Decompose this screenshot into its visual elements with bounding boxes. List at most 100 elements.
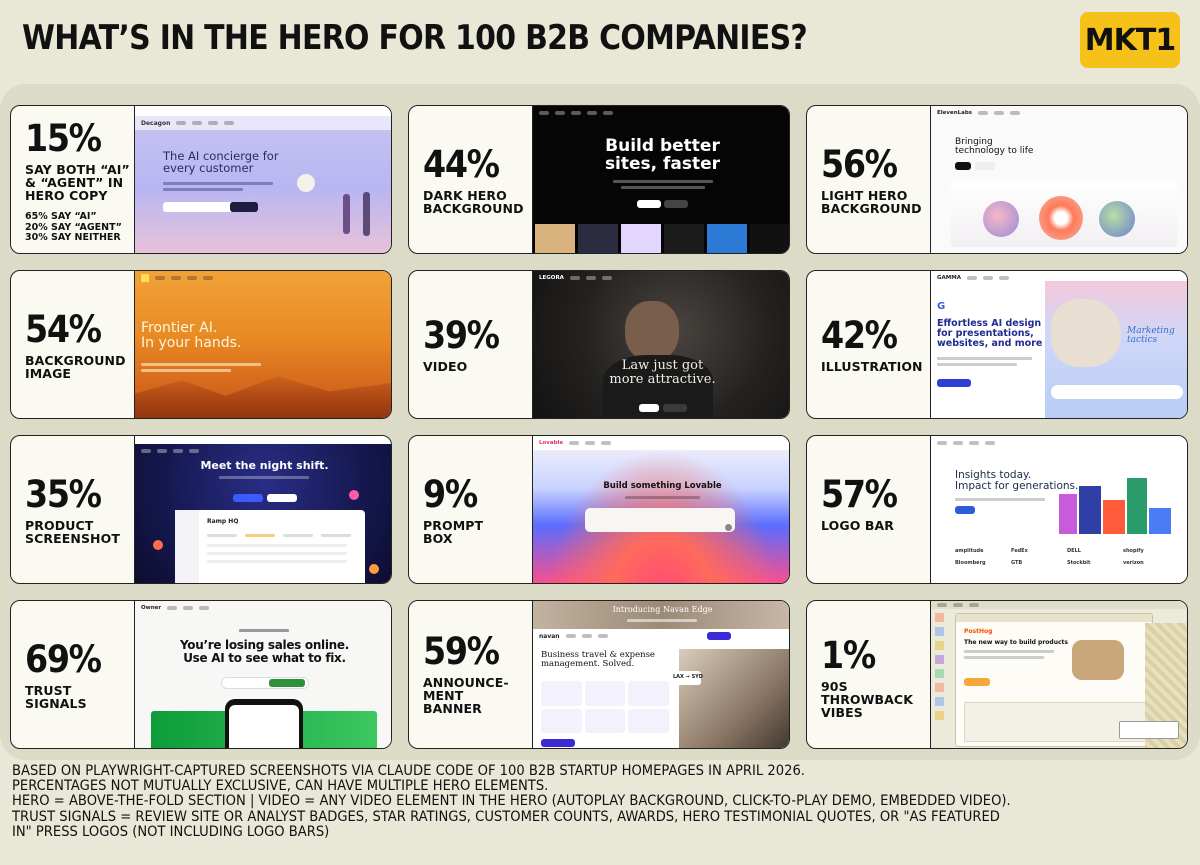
footnote-line: IN" PRESS LOGOS (NOT INCLUDING LOGO BARS… [12, 823, 330, 840]
shot-brand: Lovable [539, 440, 564, 446]
screenshot-navan: Introducing Navan Edge navan Business tr… [532, 601, 789, 748]
person-icon [625, 301, 679, 361]
stat-label: VIDEO [423, 359, 468, 374]
stat-label: DARK HERO BACKGROUND [423, 188, 524, 216]
screenshot-owner: Owner You’re losing sales online. Use AI… [134, 601, 391, 748]
cloud-hand-icon [1051, 299, 1121, 367]
stat-label: LOGO BAR [821, 518, 895, 533]
screenshot-elevenlabs: ElevenLabs Bringing technology to life [930, 106, 1187, 253]
screenshot-framer: Build better sites, faster [532, 106, 789, 253]
send-icon[interactable] [725, 524, 732, 531]
shot-headline: Law just got more attractive. [609, 358, 716, 387]
customer-logo: FedEx [1011, 548, 1028, 554]
card-prompt-box: 9% PROMPT BOX Lovable Build something Lo… [408, 435, 790, 584]
stat-percent: 15% [25, 117, 102, 160]
stat-breakdown: 65% SAY “AI” 20% SAY “AGENT” 30% SAY NEI… [25, 211, 122, 243]
card-product-screenshot: 35% PRODUCT SCREENSHOT Meet the night sh… [10, 435, 392, 584]
shot-headline: The new way to build products [964, 639, 1068, 646]
screenshot-lovable: Lovable Build something Lovable [532, 436, 789, 583]
shot-headline: Bringing technology to life [955, 137, 1034, 157]
card-background-image: 54% BACKGROUND IMAGE Frontier AI. In you… [10, 270, 392, 419]
stat-percent: 9% [423, 473, 478, 516]
customer-logo: verizon [1123, 560, 1144, 566]
shot-headline: Frontier AI. In your hands. [141, 320, 242, 351]
page-title: WHAT’S IN THE HERO FOR 100 B2B COMPANIES… [22, 18, 808, 58]
card-video: 39% VIDEO LEGORA Law just got more attra… [408, 270, 790, 419]
stat-label: BACKGROUND IMAGE [25, 353, 126, 381]
stat-label: ANNOUNCE- MENT BANNER [423, 675, 509, 716]
hero-photo [679, 649, 789, 748]
card-ai-agent: 15% SAY BOTH “AI” & “AGENT” IN HERO COPY… [10, 105, 392, 254]
stat-label: ILLUSTRATION [821, 359, 923, 374]
shot-brand: GAMMA [937, 275, 961, 281]
screenshot-mistral: Frontier AI. In your hands. [134, 271, 391, 418]
avatar-icon [349, 490, 359, 500]
stat-percent: 69% [25, 638, 102, 681]
header: WHAT’S IN THE HERO FOR 100 B2B COMPANIES… [0, 0, 1200, 80]
customer-logo: shopify [1123, 548, 1144, 554]
figure-icon [363, 192, 370, 236]
customer-logo: GTB [1011, 560, 1023, 566]
shot-accent: Ramp HQ [207, 518, 239, 525]
screenshot-legora: LEGORA Law just got more attractive. [532, 271, 789, 418]
stat-percent: 56% [821, 143, 898, 186]
avatar-icon [369, 564, 379, 574]
shot-brand: PostHog [964, 628, 993, 635]
screenshot-ramp: Meet the night shift. Ramp HQ [134, 436, 391, 583]
shot-headline: Effortless AI design for presentations, … [937, 318, 1043, 349]
gamma-logo-icon: G [937, 301, 946, 312]
footnote-line: TRUST SIGNALS = REVIEW SITE OR ANALYST B… [12, 808, 1000, 825]
moon-icon [297, 174, 315, 192]
screenshot-posthog: PostHog The new way to build products [930, 601, 1187, 748]
stat-percent: 59% [423, 630, 500, 673]
stat-percent: 35% [25, 473, 102, 516]
shot-headline: Business travel & expense management. So… [541, 650, 655, 669]
phone-icon [225, 699, 303, 748]
footnote-line: HERO = ABOVE-THE-FOLD SECTION | VIDEO = … [12, 793, 1011, 810]
footnotes: BASED ON PLAYWRIGHT-CAPTURED SCREENSHOTS… [12, 763, 1011, 840]
orb-icon [1099, 201, 1135, 237]
card-light-hero: 56% LIGHT HERO BACKGROUND ElevenLabs Bri… [806, 105, 1188, 254]
shot-brand: Owner [141, 605, 162, 611]
shot-brand: ElevenLabs [937, 110, 973, 116]
footnote-line: PERCENTAGES NOT MUTUALLY EXCLUSIVE, CAN … [12, 778, 549, 795]
stat-label: TRUST SIGNALS [25, 683, 87, 711]
stat-label: LIGHT HERO BACKGROUND [821, 188, 922, 216]
announcement-banner[interactable]: Introducing Navan Edge [612, 605, 713, 614]
shot-accent: Marketing tactics [1127, 326, 1175, 346]
mkt1-logo[interactable]: MKT1 [1080, 12, 1180, 68]
product-window: Ramp HQ [175, 510, 365, 583]
screenshot-gamma: GAMMA G Effortless AI design for present… [930, 271, 1187, 418]
logo-bar: amplitude FedEx DELL shopify Bloomberg GTB Sto… [955, 548, 1175, 566]
stat-percent: 1% [821, 634, 876, 677]
card-logo-bar: 57% LOGO BAR Insights today. Impact for … [806, 435, 1188, 584]
shot-brand: LEGORA [539, 275, 564, 281]
card-trust-signals: 69% TRUST SIGNALS Owner You’re losing sa… [10, 600, 392, 749]
customer-logo: amplitude [955, 548, 984, 554]
card-announcement: 59% ANNOUNCE- MENT BANNER Introducing Na… [408, 600, 790, 749]
mountains-icon [135, 376, 391, 418]
card-dark-hero: 44% DARK HERO BACKGROUND Build better si… [408, 105, 790, 254]
stat-percent: 42% [821, 314, 898, 357]
figure-icon [343, 194, 350, 234]
shot-headline: Insights today. Impact for generations. [955, 469, 1079, 493]
shot-brand: navan [539, 632, 560, 640]
cards-panel: 15% SAY BOTH “AI” & “AGENT” IN HERO COPY… [0, 84, 1200, 760]
shot-headline: You’re losing sales online. Use AI to se… [179, 638, 350, 665]
stat-percent: 57% [821, 473, 898, 516]
stat-label: SAY BOTH “AI” & “AGENT” IN HERO COPY [25, 162, 130, 203]
footnote-line: BASED ON PLAYWRIGHT-CAPTURED SCREENSHOTS… [12, 763, 805, 779]
orb-icon [983, 201, 1019, 237]
shot-brand: Decagon [141, 119, 171, 127]
stat-label: PRODUCT SCREENSHOT [25, 518, 120, 546]
customer-logo: DELL [1067, 548, 1081, 554]
retro-window: PostHog The new way to build products [955, 613, 1153, 747]
stat-percent: 54% [25, 308, 102, 351]
stat-label: PROMPT BOX [423, 518, 484, 546]
stat-percent: 44% [423, 143, 500, 186]
screenshot-decagon: Decagon The AI concierge for every custo… [134, 106, 391, 253]
shot-headline: The AI concierge for every customer [163, 149, 279, 176]
prompt-input[interactable] [585, 508, 735, 532]
screenshot-logobar: Insights today. Impact for generations. … [930, 436, 1187, 583]
shot-headline: Build better sites, faster [604, 136, 721, 174]
